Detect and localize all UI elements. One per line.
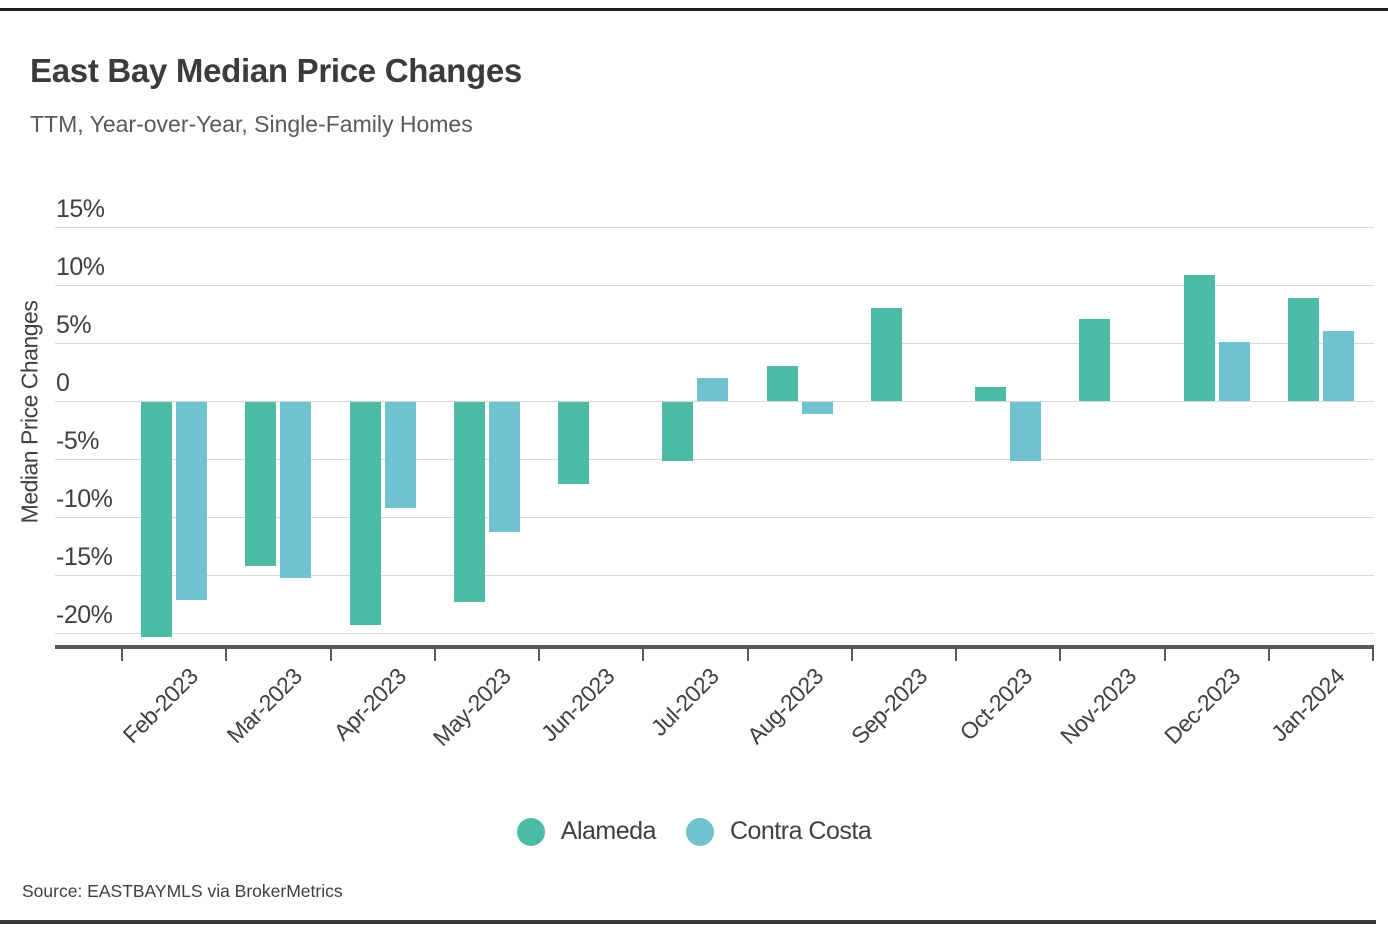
bar-contra-costa-apr-2023 [384,402,416,508]
y-axis-title: Median Price Changes [16,300,43,524]
legend-item-alameda: Alameda [516,817,657,846]
page-title: East Bay Median Price Changes [30,52,522,89]
x-tick-label-jul-2023: Jul-2023 [645,663,724,741]
x-tick-label-aug-2023: Aug-2023 [741,663,829,750]
gridline [55,227,1374,228]
x-axis-tick [538,645,540,661]
gridline [55,633,1374,634]
legend-label-contra-costa: Contra Costa [729,817,872,845]
x-axis-tick [225,645,228,661]
bar-alameda-apr-2023 [349,402,381,625]
y-tick-label: -20% [56,601,113,629]
x-axis-tick [746,645,749,661]
x-tick-label-may-2023: May-2023 [427,663,516,751]
x-axis-tick [121,645,123,661]
x-tick-label-nov-2023: Nov-2023 [1054,663,1141,750]
x-tick-label-jun-2023: Jun-2023 [536,663,620,747]
y-tick-label: 5% [56,311,92,339]
y-tick-label: 15% [56,195,105,223]
bar-alameda-may-2023 [453,402,485,602]
x-axis-tick [1163,645,1166,661]
bar-alameda-sep-2023 [870,308,902,401]
x-tick-label-apr-2023: Apr-2023 [328,663,412,746]
bar-alameda-dec-2023 [1183,274,1215,401]
legend-item-contra-costa: Contra Costa [685,817,872,846]
x-axis-tick [329,645,332,661]
x-tick-label-sep-2023: Sep-2023 [846,663,933,750]
bar-contra-costa-jul-2023 [697,377,729,401]
y-tick-label: -10% [56,485,113,513]
bar-contra-costa-may-2023 [488,402,520,532]
x-axis-tick [1372,645,1374,661]
x-tick-label-jan-2024: Jan-2024 [1265,663,1350,747]
y-tick-label: 10% [56,253,105,281]
gridline [55,401,1374,402]
x-axis-tick [1267,645,1270,661]
x-axis-line [55,645,1374,649]
gridline [55,517,1374,518]
gridline [55,575,1374,576]
x-tick-label-mar-2023: Mar-2023 [221,663,307,749]
bar-alameda-aug-2023 [766,366,798,401]
source-attribution: Source: EASTBAYMLS via BrokerMetrics [22,881,343,901]
y-tick-label: -5% [56,427,99,455]
legend-label-alameda: Alameda [560,817,657,845]
gridline [55,343,1374,344]
bar-contra-costa-mar-2023 [280,402,312,579]
bar-alameda-jun-2023 [558,402,590,485]
bar-alameda-jul-2023 [662,402,694,462]
gridline [55,285,1374,286]
alameda-color-dot-icon [516,817,545,846]
x-tick-label-dec-2023: Dec-2023 [1158,663,1246,750]
bottom-rule [0,920,1376,924]
x-axis-tick [642,645,645,661]
x-axis-tick [1059,645,1062,661]
legend: Alameda Contra Costa [0,817,1388,846]
bar-alameda-oct-2023 [975,387,1007,401]
bar-alameda-mar-2023 [245,402,277,566]
bar-alameda-nov-2023 [1079,318,1111,401]
bar-contra-costa-oct-2023 [1010,402,1042,462]
contra-costa-color-dot-icon [685,817,714,846]
y-tick-label: -15% [56,543,113,571]
bar-contra-costa-aug-2023 [801,402,833,414]
x-axis-tick [955,645,957,661]
x-axis-tick [433,645,436,661]
bar-contra-costa-dec-2023 [1218,341,1250,401]
bar-alameda-feb-2023 [141,402,173,638]
y-tick-label: 0 [56,369,70,397]
page-subtitle: TTM, Year-over-Year, Single-Family Homes [30,111,473,137]
gridline [55,459,1374,460]
bar-contra-costa-feb-2023 [176,402,208,601]
top-rule [0,8,1388,11]
bar-alameda-jan-2024 [1287,297,1319,401]
x-tick-label-feb-2023: Feb-2023 [117,663,203,749]
x-tick-label-oct-2023: Oct-2023 [954,663,1037,746]
x-axis-tick [850,645,853,661]
bar-contra-costa-jan-2024 [1322,331,1354,401]
